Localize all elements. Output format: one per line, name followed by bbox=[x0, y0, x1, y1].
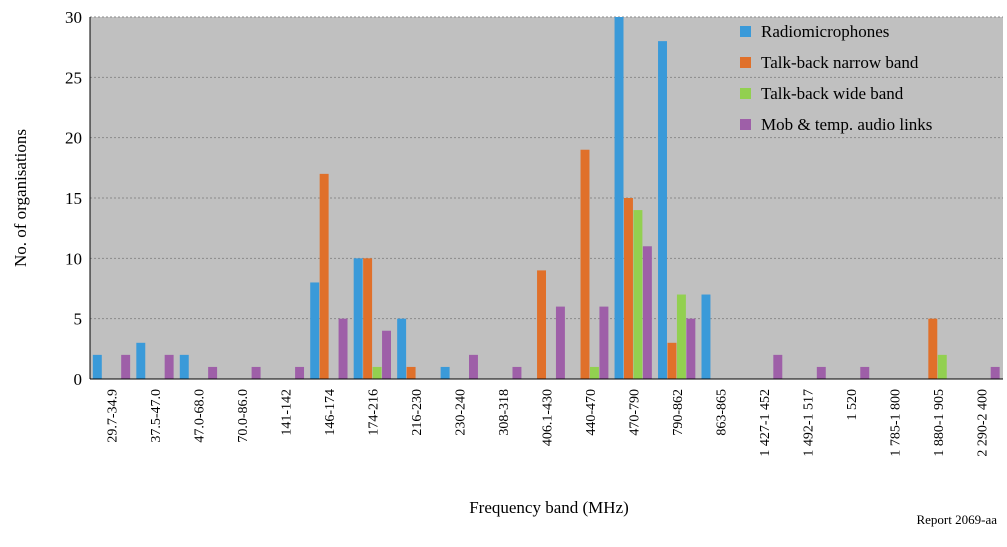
legend-swatch bbox=[740, 57, 751, 68]
legend-swatch bbox=[740, 26, 751, 37]
bar bbox=[512, 366, 522, 379]
y-tick-label: 10 bbox=[65, 249, 82, 268]
legend-swatch bbox=[740, 119, 751, 130]
x-tick-label: 1 785-1 800 bbox=[888, 389, 903, 457]
bar bbox=[633, 210, 643, 379]
x-axis-label: Frequency band (MHz) bbox=[469, 498, 629, 517]
y-tick-label: 15 bbox=[65, 189, 82, 208]
bar bbox=[773, 354, 783, 379]
legend-label: Talk-back narrow band bbox=[761, 53, 919, 72]
x-tick-label: 174-216 bbox=[367, 389, 382, 436]
x-tick-label: 470-790 bbox=[628, 389, 643, 436]
legend-label: Radiomicrophones bbox=[761, 22, 889, 41]
axes bbox=[89, 17, 1003, 380]
x-tick-label: 2 290-2 400 bbox=[975, 389, 990, 457]
bar bbox=[397, 318, 407, 379]
x-tick-label: 1 880-1 905 bbox=[932, 389, 947, 457]
x-tick-label: 1 520 bbox=[845, 389, 860, 421]
bar bbox=[860, 366, 870, 379]
bar bbox=[179, 354, 189, 379]
bar bbox=[338, 318, 348, 379]
x-tick-label: 1 427-1 452 bbox=[758, 389, 773, 457]
bar bbox=[208, 366, 218, 379]
legend-label: Mob & temp. audio links bbox=[761, 115, 932, 134]
bar bbox=[310, 282, 320, 379]
bar bbox=[658, 41, 667, 379]
x-tick-label: 146-174 bbox=[323, 389, 338, 436]
bar bbox=[580, 149, 590, 379]
x-tick-label: 308-318 bbox=[497, 389, 512, 436]
report-label: Report 2069-aa bbox=[916, 512, 997, 527]
x-tick-label: 70.0-86.0 bbox=[236, 389, 251, 443]
bar bbox=[937, 354, 947, 379]
bar bbox=[990, 366, 1000, 379]
bar bbox=[816, 366, 826, 379]
bar bbox=[537, 270, 546, 379]
y-tick-label: 30 bbox=[65, 8, 82, 27]
bar bbox=[440, 366, 450, 379]
bar bbox=[667, 342, 677, 379]
grid-lines bbox=[90, 16, 1003, 320]
bar bbox=[624, 198, 633, 379]
y-tick-label: 20 bbox=[65, 129, 82, 148]
bar bbox=[136, 342, 146, 379]
bar bbox=[589, 366, 599, 379]
x-tick-label: 1 492-1 517 bbox=[801, 389, 816, 457]
x-tick-label: 29.7-34.9 bbox=[106, 389, 121, 443]
y-tick-labels: 0 5 10 15 20 25 30 bbox=[65, 8, 82, 389]
legend: Radiomicrophones Talk-back narrow band Tal… bbox=[740, 22, 932, 134]
bar bbox=[319, 173, 329, 379]
bar bbox=[555, 306, 565, 379]
x-tick-label: 230-240 bbox=[454, 389, 469, 436]
bar bbox=[614, 17, 624, 379]
bar bbox=[353, 258, 363, 379]
x-tick-label: 790-862 bbox=[671, 389, 686, 436]
bar bbox=[676, 294, 686, 379]
bar bbox=[295, 366, 305, 379]
bar bbox=[363, 258, 373, 379]
bar bbox=[251, 366, 261, 379]
bar bbox=[599, 306, 609, 379]
bar bbox=[406, 366, 416, 379]
bar bbox=[642, 246, 652, 379]
x-tick-label: 141-142 bbox=[280, 389, 295, 436]
x-tick-label: 47.0-68.0 bbox=[193, 389, 208, 443]
bar bbox=[92, 354, 102, 379]
y-axis-label: No. of organisations bbox=[11, 129, 30, 267]
bar bbox=[701, 294, 711, 379]
bar bbox=[372, 366, 382, 379]
x-tick-label: 216-230 bbox=[410, 389, 425, 436]
legend-label: Talk-back wide band bbox=[761, 84, 904, 103]
y-tick-label: 25 bbox=[65, 68, 82, 87]
x-tick-label: 37.5-47.0 bbox=[149, 389, 164, 443]
bar bbox=[164, 354, 174, 379]
y-tick-label: 5 bbox=[74, 310, 83, 329]
bar bbox=[469, 354, 478, 379]
bar bbox=[686, 318, 696, 379]
bar bbox=[928, 318, 938, 379]
legend-swatch bbox=[740, 88, 751, 99]
x-tick-label: 440-470 bbox=[584, 389, 599, 436]
bars bbox=[92, 17, 1000, 379]
bar bbox=[382, 330, 391, 379]
bar bbox=[121, 354, 131, 379]
x-tick-labels: 29.7-34.9 37.5-47.0 47.0-68.0 70.0-86.0 141-… bbox=[106, 389, 991, 457]
x-tick-label: 406.1-430 bbox=[541, 389, 556, 446]
x-tick-label: 863-865 bbox=[714, 389, 729, 436]
y-tick-label: 0 bbox=[74, 370, 83, 389]
